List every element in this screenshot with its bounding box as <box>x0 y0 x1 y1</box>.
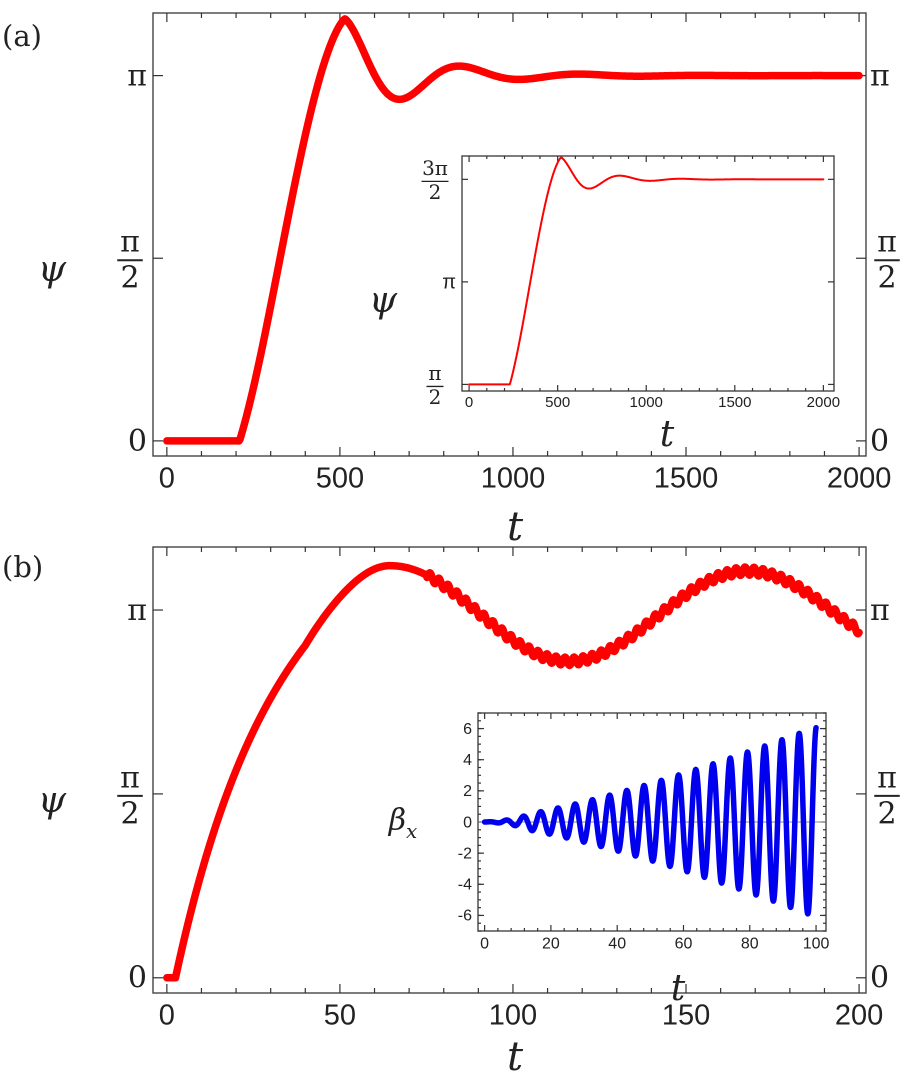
y-tick-label-right: 0 <box>870 961 889 996</box>
x-tick-label: 100 <box>803 935 830 952</box>
x-tick-label: 1500 <box>718 394 751 411</box>
svg-text:π: π <box>877 760 897 795</box>
x-tick-label: 1000 <box>630 394 663 411</box>
x-tick-label: 500 <box>316 462 364 494</box>
y-tick-label: 2 <box>463 783 472 800</box>
svg-text:2: 2 <box>877 261 896 296</box>
y-tick-label-right: π <box>870 593 890 628</box>
x-axis-label: t <box>671 968 686 1009</box>
plot-frame <box>152 12 867 457</box>
x-tick-label: 1000 <box>481 462 546 494</box>
y-tick-label: 0 <box>463 814 472 831</box>
series-line <box>163 15 863 445</box>
y-tick-label: 3π2 <box>421 156 449 204</box>
series-line <box>481 724 819 917</box>
x-tick-label: 200 <box>835 999 883 1031</box>
x-tick-label: 0 <box>480 935 489 952</box>
x-tick-label: 80 <box>741 935 759 952</box>
y-tick-label: -2 <box>458 845 472 862</box>
panel-label-a: (a) <box>2 19 42 53</box>
svg-text:2: 2 <box>120 261 139 296</box>
y-tick-label: π <box>127 59 147 94</box>
panel-label-b: (b) <box>2 550 43 584</box>
series-line <box>163 561 863 982</box>
x-axis-label: t <box>507 1034 524 1080</box>
x-axis-label: t <box>507 504 524 550</box>
x-tick-label: 20 <box>542 935 560 952</box>
y-tick-label: 6 <box>463 721 472 738</box>
svg-text:2: 2 <box>120 796 139 831</box>
y-axis-label: ψ <box>369 280 398 321</box>
svg-text:3π: 3π <box>422 156 448 180</box>
y-tick-label-right: π <box>870 59 890 94</box>
x-tick-label: 2000 <box>807 394 840 411</box>
y-tick-label: -6 <box>458 908 472 925</box>
inset-background <box>432 152 844 435</box>
y-tick-label: π <box>127 593 147 628</box>
y-axis-label: ψ <box>38 780 67 821</box>
x-tick-label: 50 <box>324 999 356 1031</box>
svg-text:π: π <box>120 225 140 260</box>
x-tick-label: 100 <box>489 999 537 1031</box>
x-tick-label: 2000 <box>827 462 892 494</box>
x-tick-label: 60 <box>675 935 693 952</box>
y-tick-label: π <box>442 271 456 293</box>
x-tick-label: 0 <box>465 394 473 411</box>
svg-text:π: π <box>120 760 140 795</box>
svg-text:π: π <box>877 225 897 260</box>
y-tick-label: -4 <box>458 877 472 894</box>
y-tick-label-right: 0 <box>870 424 889 459</box>
x-tick-label: 40 <box>608 935 626 952</box>
y-tick-label: π2 <box>117 760 143 831</box>
x-tick-label: 0 <box>159 999 175 1031</box>
x-tick-label: 0 <box>159 462 175 494</box>
y-tick-label-right: π2 <box>874 225 900 296</box>
plot-frame <box>461 155 835 392</box>
x-tick-label: 150 <box>662 999 710 1031</box>
y-tick-label-right: π2 <box>874 760 900 831</box>
svg-text:2: 2 <box>429 180 442 204</box>
y-tick-label: π2 <box>426 361 444 409</box>
series-line <box>468 156 825 386</box>
svg-text:π: π <box>428 361 441 385</box>
x-axis-label: t <box>660 414 675 455</box>
svg-text:2: 2 <box>429 385 442 409</box>
y-axis-label: ψ <box>38 249 67 290</box>
svg-text:2: 2 <box>877 796 896 831</box>
y-tick-label: 0 <box>128 961 147 996</box>
y-tick-label: 0 <box>128 424 147 459</box>
x-tick-label: 500 <box>545 394 570 411</box>
plot-frame <box>152 546 867 994</box>
y-tick-label: π2 <box>117 225 143 296</box>
x-tick-label: 1500 <box>654 462 719 494</box>
y-tick-label: 4 <box>463 752 472 769</box>
